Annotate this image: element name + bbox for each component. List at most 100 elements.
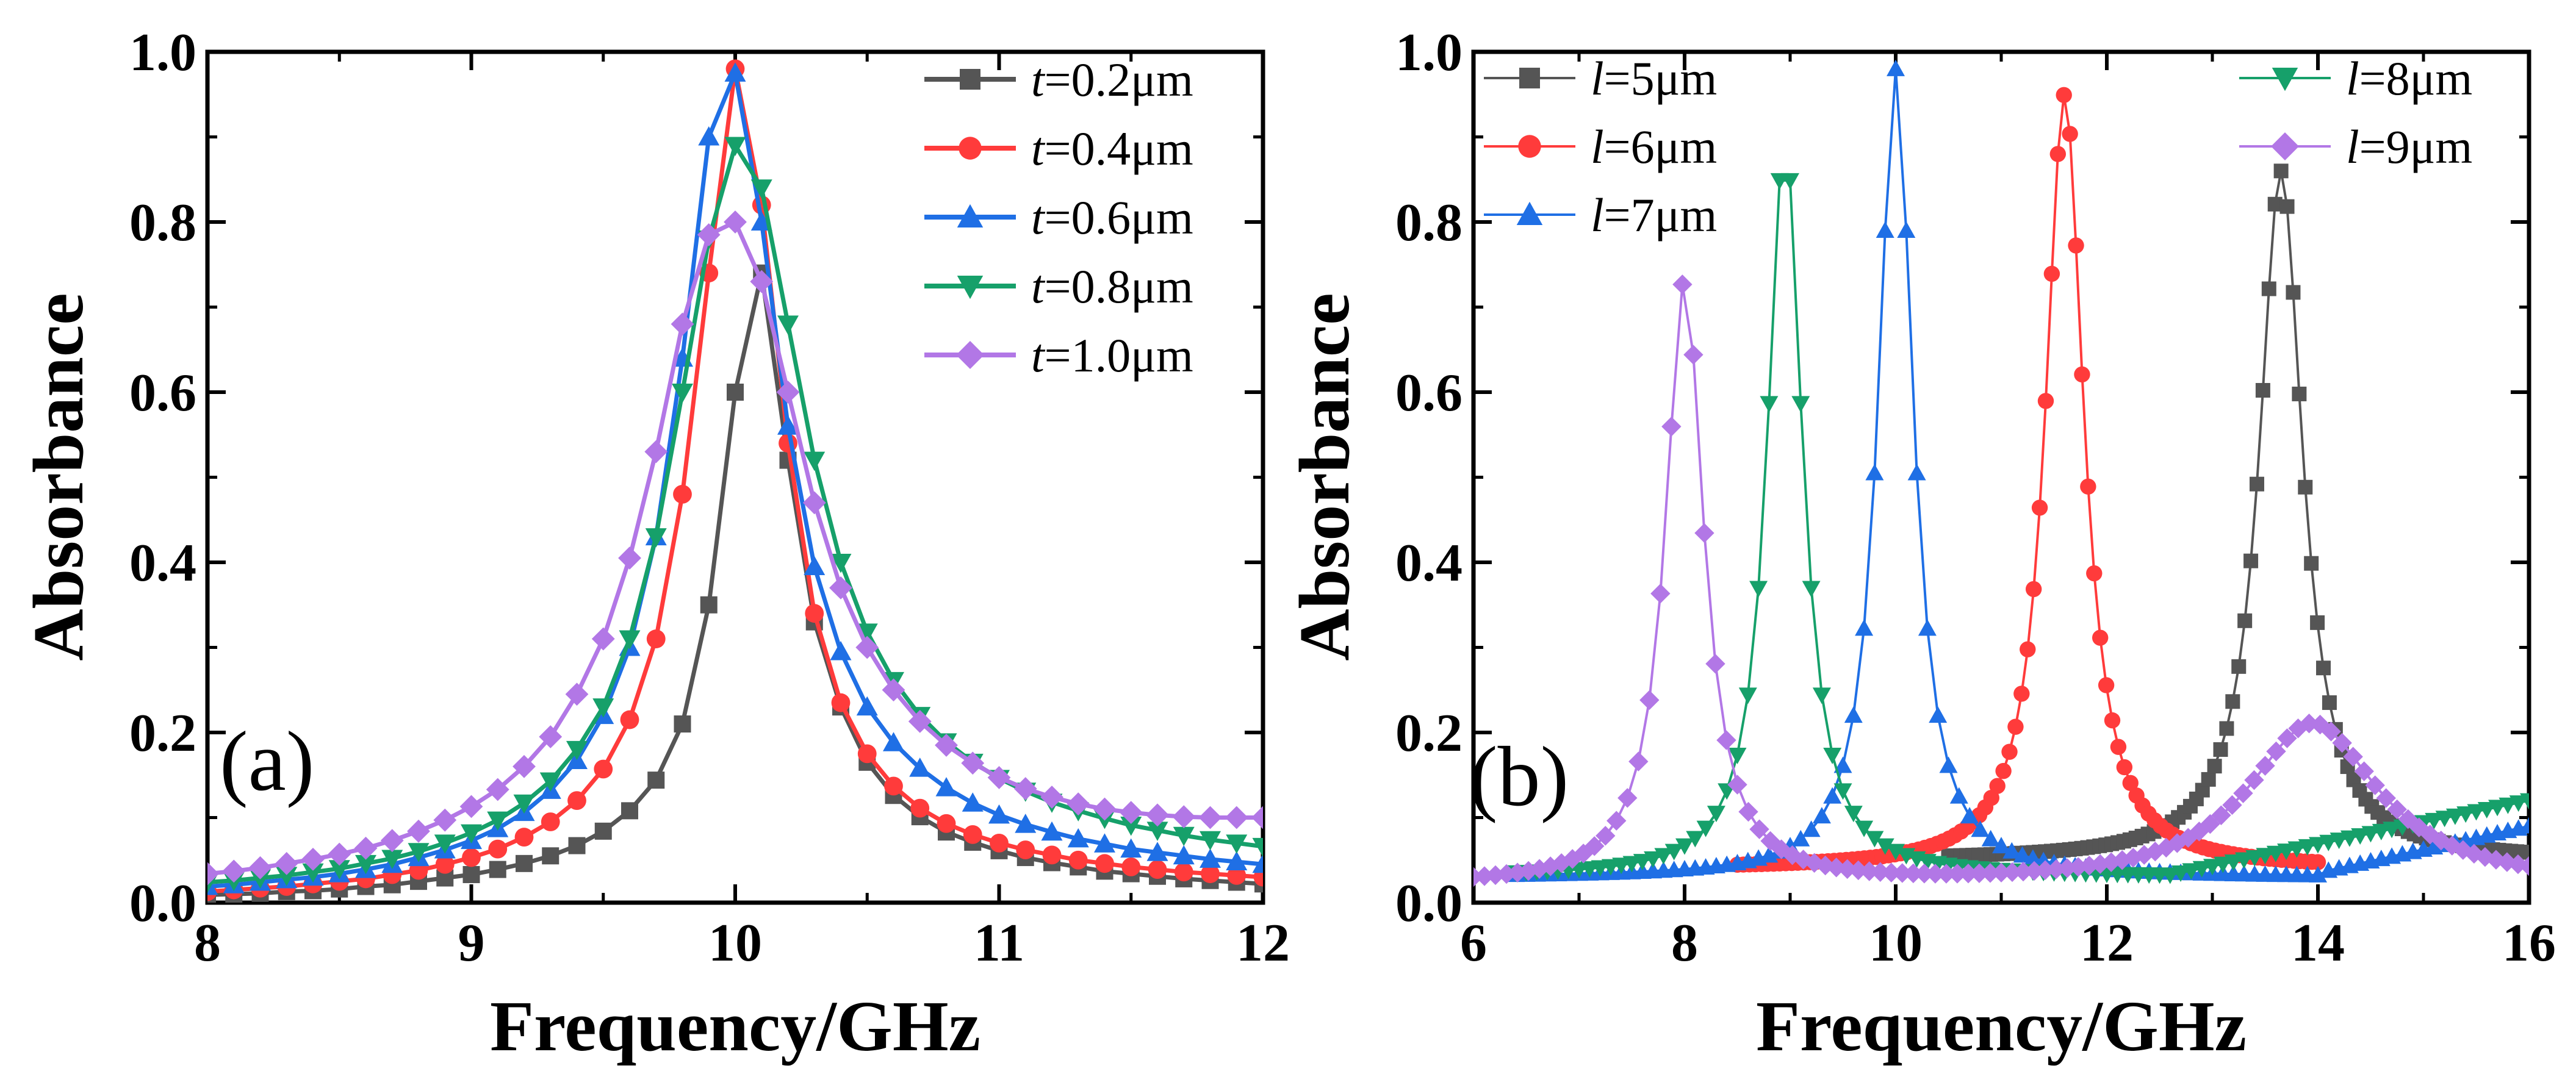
- data-point: [2214, 856, 2232, 873]
- data-point: [2160, 867, 2179, 884]
- data-point: [1749, 819, 1769, 839]
- data-point: [355, 854, 376, 875]
- data-point: [2234, 852, 2253, 869]
- data-point: [1173, 845, 1195, 865]
- data-point: [830, 640, 852, 661]
- data-point: [1728, 747, 1747, 764]
- data-point: [1654, 848, 1673, 865]
- panel-a-ylabel: Absorbance: [18, 293, 98, 661]
- data-point: [2098, 677, 2115, 693]
- legend-marker: [1518, 135, 1541, 158]
- data-point: [1929, 706, 1948, 723]
- data-point: [2068, 857, 2089, 877]
- data-point: [1661, 417, 1682, 437]
- data-point: [1146, 842, 1168, 861]
- data-point: [1226, 851, 1248, 871]
- data-point: [1749, 581, 1768, 598]
- data-point: [2519, 856, 2529, 876]
- data-point: [647, 772, 665, 789]
- data-point: [1606, 811, 1627, 831]
- data-point: [2287, 841, 2306, 858]
- data-point: [2207, 759, 2222, 774]
- data-point: [1881, 862, 1901, 883]
- data-point: [2090, 854, 2110, 874]
- data-point: [248, 856, 272, 879]
- data-point: [1041, 821, 1063, 841]
- data-point: [802, 491, 826, 515]
- data-point: [1644, 851, 1663, 868]
- data-point: [2298, 479, 2313, 495]
- data-point: [698, 126, 720, 146]
- series-line: [207, 219, 1263, 876]
- legend-label: l=5μm: [1591, 52, 1717, 105]
- y-tick-label: 0.0: [129, 874, 196, 933]
- data-point: [750, 270, 774, 293]
- data-point: [1995, 762, 2012, 779]
- data-point: [486, 778, 509, 801]
- series-5: [1473, 274, 2529, 887]
- data-point: [2309, 854, 2326, 870]
- data-point: [434, 834, 456, 854]
- data-point: [700, 596, 718, 614]
- legend-entry-5: t=1.0μm: [924, 329, 1193, 382]
- data-point: [2245, 850, 2264, 867]
- data-point: [1120, 838, 1142, 858]
- data-point: [516, 854, 533, 872]
- data-point: [963, 825, 982, 844]
- data-point: [2037, 393, 2054, 409]
- data-point: [1971, 820, 1990, 837]
- data-point: [2520, 793, 2529, 810]
- data-point: [408, 843, 430, 862]
- data-point: [1612, 858, 1631, 875]
- data-point: [462, 848, 481, 867]
- data-point: [2237, 613, 2253, 628]
- data-point: [1675, 838, 1694, 855]
- data-point: [2001, 743, 2018, 760]
- data-point: [1791, 829, 1810, 847]
- data-point: [1529, 859, 1550, 879]
- data-point: [462, 865, 480, 883]
- data-point: [856, 696, 878, 716]
- data-point: [1844, 806, 1863, 823]
- data-point: [1040, 786, 1063, 809]
- data-point: [1907, 464, 1926, 481]
- legend-entry-1: t=0.2μm: [924, 53, 1193, 106]
- data-point: [2233, 783, 2253, 803]
- data-point: [2261, 281, 2276, 296]
- data-point: [2203, 859, 2222, 876]
- data-point: [2322, 695, 2337, 711]
- data-point: [1947, 864, 1968, 884]
- data-point: [2249, 476, 2264, 492]
- data-point: [1120, 817, 1142, 836]
- data-point: [856, 623, 878, 643]
- data-point: [2123, 848, 2143, 868]
- series-4: [1506, 173, 2529, 884]
- data-point: [2171, 865, 2190, 882]
- data-point: [2256, 848, 2275, 865]
- data-point: [514, 828, 534, 847]
- data-point: [2273, 163, 2289, 179]
- legend-marker: [959, 137, 982, 160]
- data-point: [2110, 739, 2127, 755]
- panel-b-ylabel: Absorbance: [1284, 293, 1364, 661]
- data-point: [1628, 751, 1649, 772]
- data-point: [2035, 860, 2056, 880]
- y-tick-label: 0.4: [1395, 534, 1462, 593]
- y-tick-label: 0.8: [1395, 193, 1462, 252]
- data-point: [2031, 500, 2048, 516]
- data-point: [1991, 862, 2012, 883]
- data-point: [565, 682, 589, 706]
- data-point: [1650, 584, 1671, 604]
- y-tick-label: 0.0: [1395, 874, 1462, 933]
- data-point: [1198, 806, 1222, 829]
- data-point: [935, 734, 958, 757]
- data-point: [1252, 837, 1263, 858]
- x-tick-label: 16: [2502, 914, 2556, 973]
- data-point: [1146, 822, 1168, 841]
- data-point: [1939, 756, 1958, 773]
- data-point: [1121, 858, 1141, 876]
- data-point: [1672, 274, 1693, 295]
- data-point: [2398, 809, 2418, 829]
- data-point: [750, 179, 772, 199]
